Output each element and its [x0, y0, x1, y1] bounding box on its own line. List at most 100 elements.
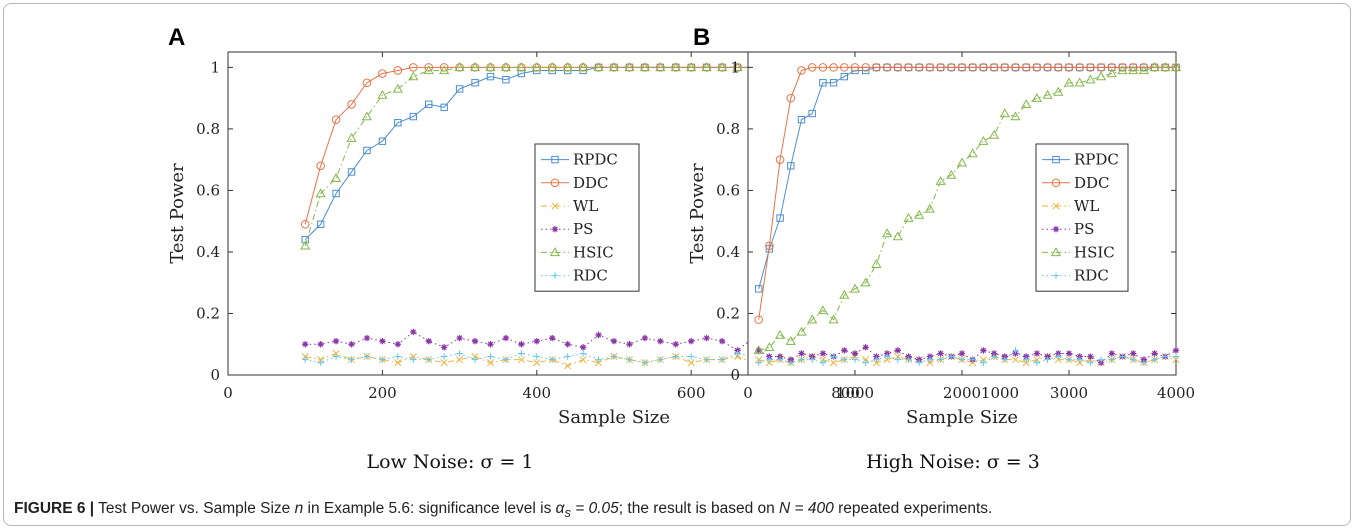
- data-point-rpdc: [486, 72, 495, 81]
- data-point-hsic: [1010, 111, 1021, 121]
- data-point-hsic: [1031, 92, 1042, 102]
- data-point-hsic: [914, 209, 925, 219]
- data-point-wl: [486, 359, 495, 367]
- data-point-ps: [332, 337, 340, 345]
- data-point-rdc: [332, 353, 340, 360]
- caption-text-1: Test Power vs. Sample Size: [94, 500, 295, 517]
- data-point-hsic: [392, 83, 403, 93]
- data-point-ps: [317, 341, 324, 348]
- data-point-wl: [394, 359, 402, 367]
- data-point-hsic: [361, 111, 373, 121]
- data-point-rdc: [379, 356, 386, 363]
- data-point-rdc: [883, 353, 891, 360]
- data-point-ddc: [979, 63, 988, 72]
- data-point-ps: [851, 350, 859, 357]
- data-point-wl: [517, 356, 525, 364]
- y-tick-label: 0.2: [716, 304, 740, 322]
- y-tick-label: 0.8: [716, 120, 740, 138]
- data-point-ddc: [1107, 63, 1117, 72]
- data-point-hsic: [1149, 62, 1160, 72]
- data-point-rdc: [1130, 356, 1137, 363]
- data-point-rdc: [703, 356, 710, 363]
- legend-label-hsic: HSIC: [1074, 243, 1115, 261]
- data-point-rpdc: [502, 75, 510, 84]
- data-point-rdc: [948, 353, 955, 360]
- data-point-rpdc: [316, 220, 325, 228]
- legend-label-hsic: HSIC: [573, 243, 614, 261]
- x-tick-label: 800: [831, 384, 860, 402]
- data-point-rdc: [1140, 359, 1148, 366]
- data-point-rpdc: [797, 115, 806, 124]
- y-tick-label: 0.4: [716, 243, 740, 261]
- data-point-rpdc: [409, 112, 417, 121]
- data-point-ddc: [1054, 63, 1063, 72]
- data-point-hsic: [967, 148, 978, 158]
- data-point-rdc: [657, 356, 664, 363]
- x-tick-label: 1000: [836, 384, 874, 402]
- legend-label-ps: PS: [1074, 220, 1094, 238]
- data-point-hsic: [1063, 77, 1075, 87]
- data-point-ddc: [1000, 63, 1010, 72]
- legend-marker-rpdc: [551, 155, 559, 164]
- data-point-hsic: [849, 283, 861, 293]
- series-ddc: [754, 63, 1181, 324]
- data-point-hsic: [1170, 62, 1182, 72]
- data-point-rdc: [610, 353, 618, 360]
- data-point-hsic: [454, 62, 465, 72]
- y-tick-label: 0.6: [716, 181, 740, 199]
- legend: RPDC DDC WL PS HSIC RDC: [534, 143, 640, 292]
- figure-frame: [3, 3, 1351, 526]
- data-point-ddc: [957, 63, 967, 72]
- data-point-ddc: [362, 78, 372, 88]
- data-point-hsic: [1085, 74, 1096, 84]
- data-point-ps: [425, 337, 432, 345]
- data-point-ddc: [861, 63, 871, 72]
- legend-marker-wl: [551, 202, 559, 210]
- data-point-wl: [830, 359, 838, 367]
- data-point-ddc: [904, 63, 913, 72]
- data-point-rpdc: [808, 109, 816, 118]
- y-tick-label: 0.2: [196, 304, 220, 322]
- data-point-hsic: [860, 277, 871, 287]
- legend-marker-hsic: [549, 247, 561, 257]
- y-axis-label: Test Power: [687, 163, 708, 264]
- data-point-rdc: [1076, 356, 1083, 363]
- x-tick-label: 3000: [1050, 384, 1088, 402]
- x-tick-label: 2000: [943, 384, 981, 402]
- data-point-ddc: [1032, 63, 1042, 72]
- data-point-rpdc: [347, 168, 356, 176]
- data-point-rdc: [641, 359, 649, 366]
- data-point-rdc: [595, 356, 602, 363]
- data-point-rdc: [348, 356, 355, 363]
- legend-marker-rdc: [551, 272, 559, 279]
- data-point-rdc: [1033, 359, 1041, 366]
- data-point-ddc: [1128, 63, 1138, 72]
- legend-label-rdc: RDC: [1074, 267, 1109, 285]
- data-point-rdc: [776, 356, 784, 363]
- data-point-rdc: [564, 353, 571, 360]
- data-point-rdc: [410, 356, 417, 363]
- data-point-rdc: [851, 356, 859, 363]
- data-point-ps: [579, 344, 587, 351]
- caption-text-3: ; the result is based on: [618, 500, 780, 517]
- data-point-rdc: [894, 356, 901, 363]
- data-point-rdc: [787, 359, 794, 366]
- data-point-ps: [363, 334, 371, 342]
- data-point-rdc: [873, 356, 880, 363]
- data-point-rdc: [1055, 353, 1062, 360]
- data-point-ddc: [850, 63, 860, 72]
- data-point-hsic: [331, 172, 342, 182]
- data-point-rdc: [809, 356, 816, 363]
- data-point-ps: [1172, 347, 1180, 354]
- data-point-ddc: [765, 241, 774, 251]
- data-point-ddc: [1021, 63, 1031, 72]
- data-point-ps: [626, 341, 633, 348]
- data-point-hsic: [764, 342, 775, 352]
- data-point-ps: [819, 350, 827, 357]
- data-point-hsic: [624, 62, 635, 72]
- data-point-ps: [394, 341, 402, 348]
- data-point-ddc: [1011, 63, 1020, 72]
- data-point-rdc: [926, 356, 934, 363]
- data-point-rdc: [533, 353, 540, 360]
